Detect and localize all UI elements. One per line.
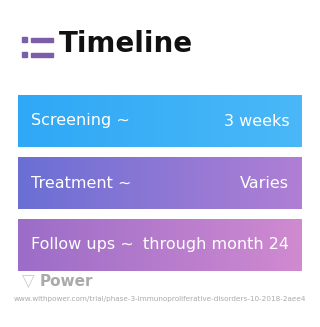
Text: www.withpower.com/trial/phase-3-immunoproliferative-disorders-10-2018-2aee4: www.withpower.com/trial/phase-3-immunopr… [14, 296, 306, 302]
Bar [22, 52, 27, 57]
Text: Follow ups ~: Follow ups ~ [31, 237, 133, 252]
Bar [31, 38, 53, 42]
Text: Power: Power [40, 274, 93, 289]
Bar [31, 53, 53, 57]
Text: Screening ~: Screening ~ [31, 113, 130, 129]
Text: through month 24: through month 24 [143, 237, 289, 252]
Text: Varies: Varies [240, 176, 289, 191]
Bar [22, 37, 27, 42]
Text: Treatment ~: Treatment ~ [31, 176, 131, 191]
Text: ▽: ▽ [22, 273, 35, 291]
Text: Timeline: Timeline [59, 29, 193, 58]
Text: 3 weeks: 3 weeks [224, 113, 289, 129]
